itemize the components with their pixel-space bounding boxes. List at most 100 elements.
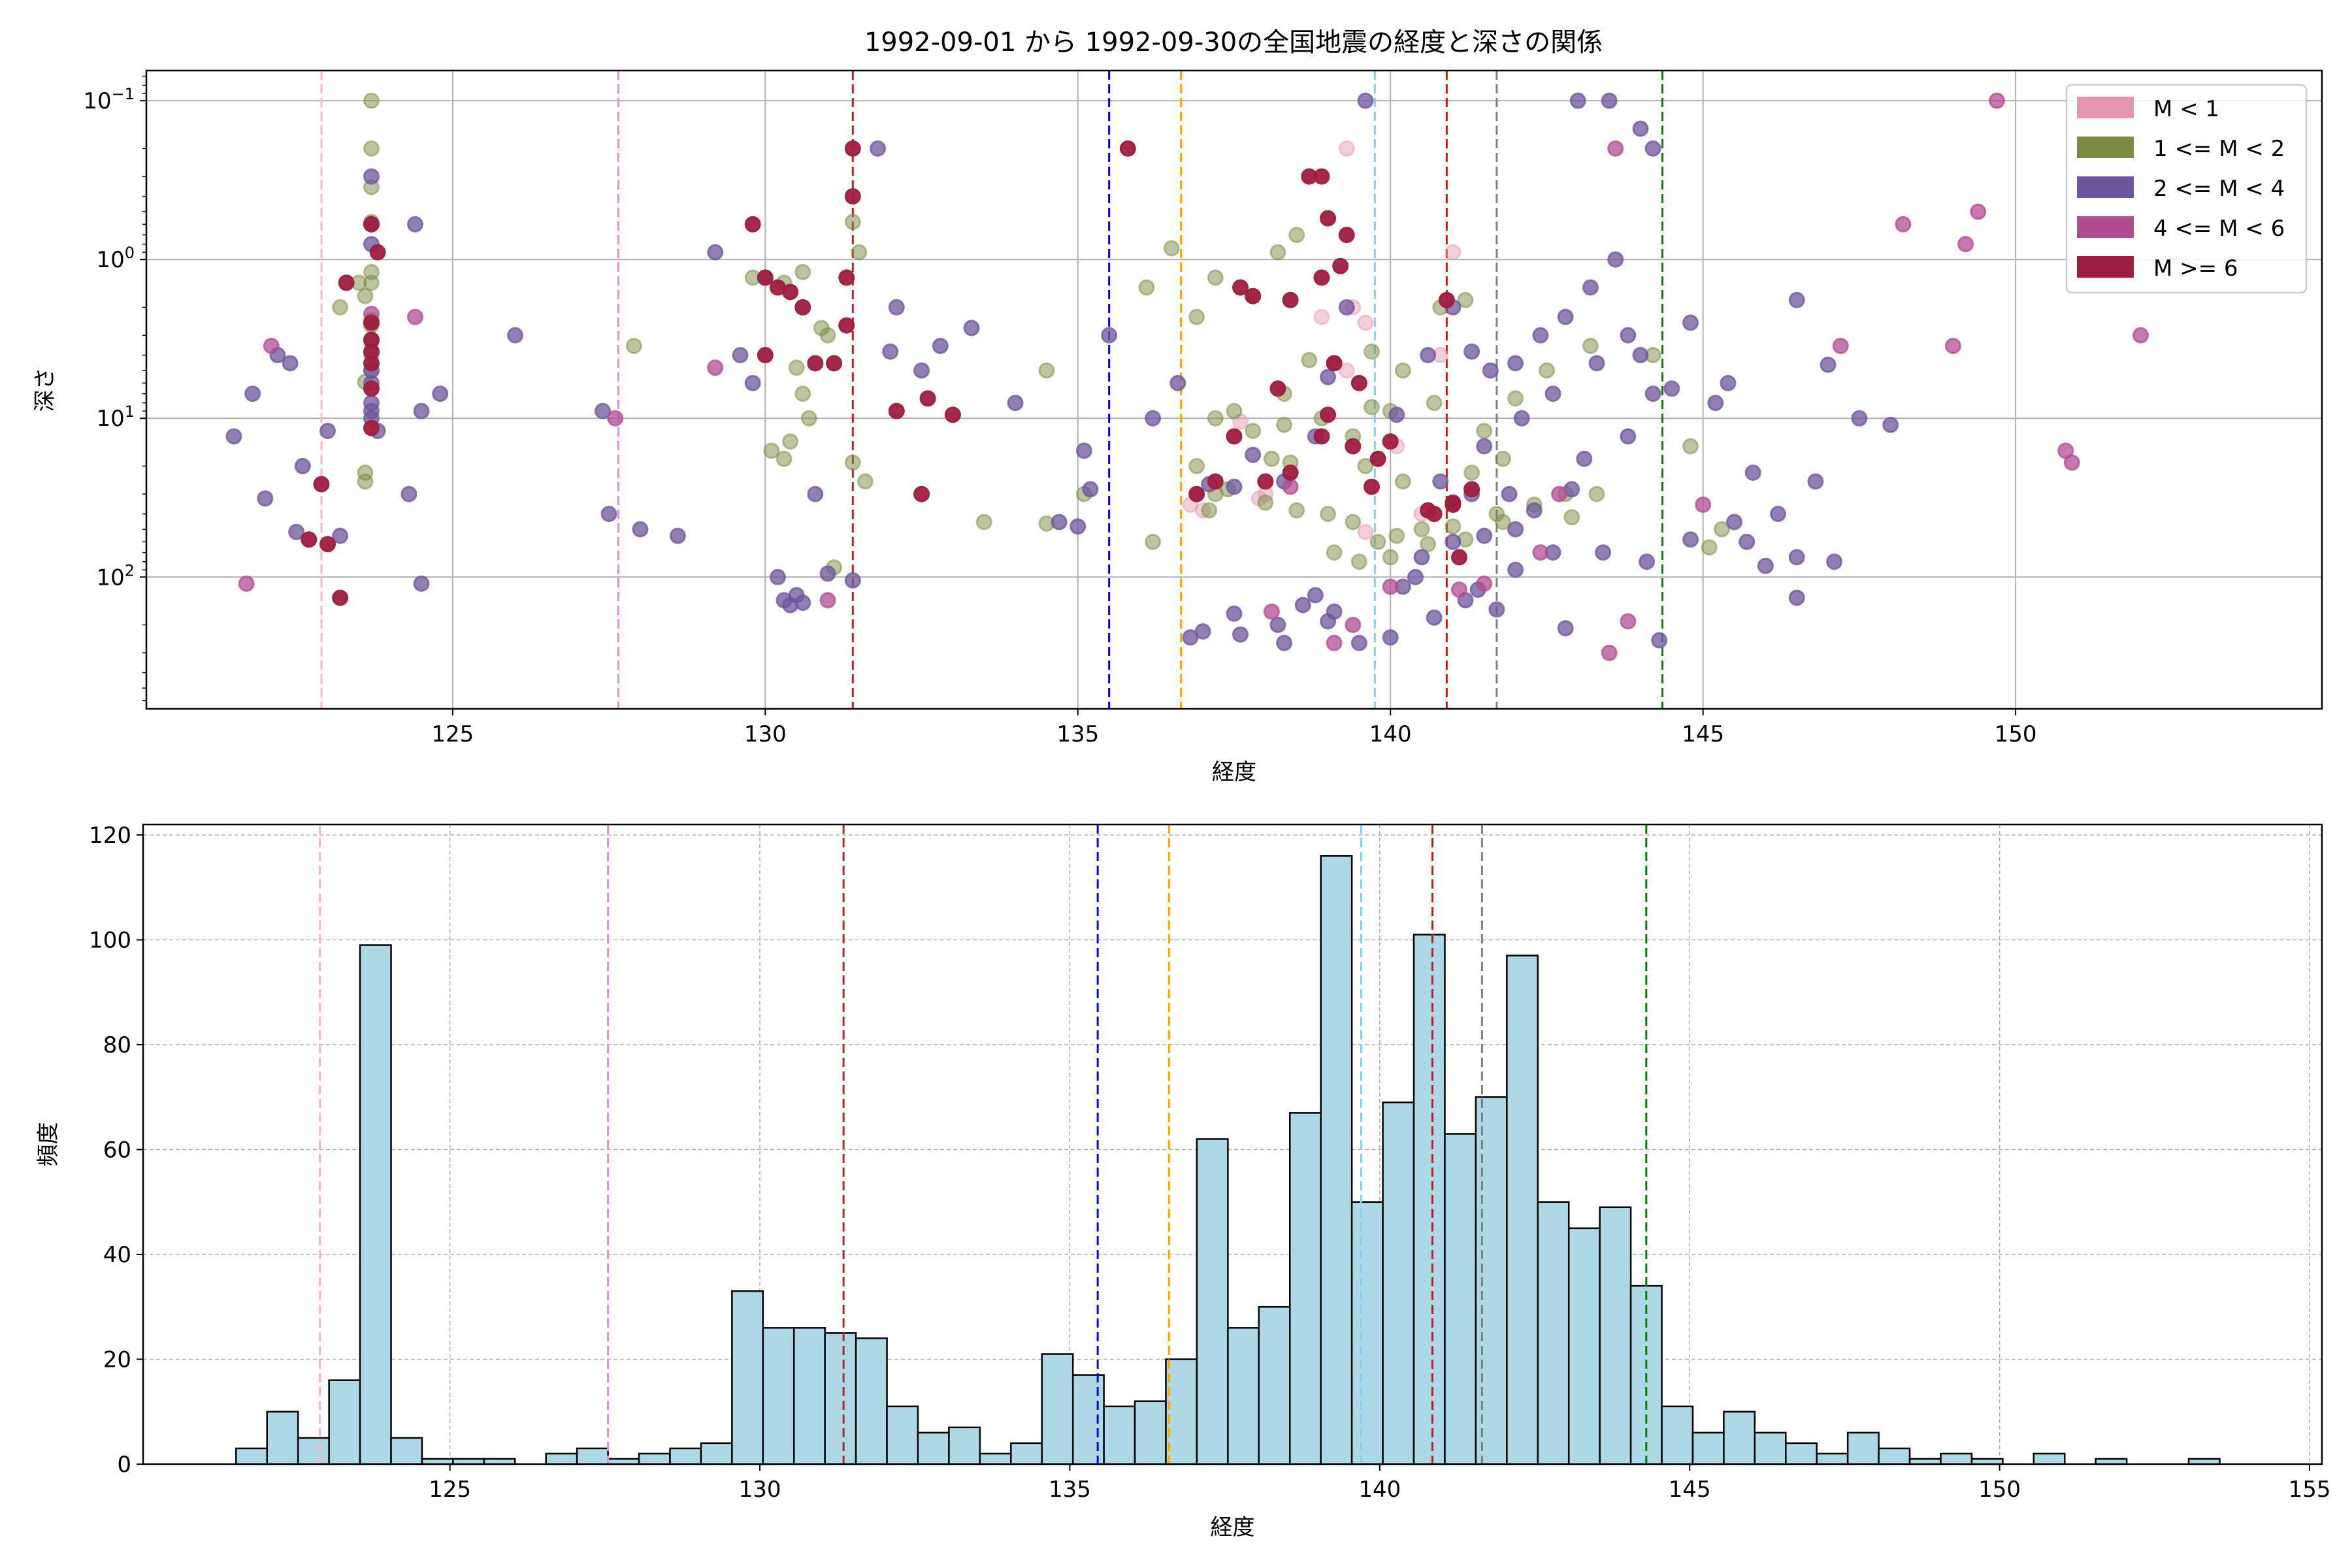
scatter-point	[744, 216, 761, 233]
scatter-point	[1163, 240, 1180, 257]
scatter-point	[2063, 454, 2080, 471]
scatter-y-tick-exponent: 0	[125, 244, 135, 262]
scatter-point	[919, 390, 936, 407]
scatter-point	[1601, 644, 1618, 661]
scatter-point	[632, 521, 649, 538]
histogram-bar	[1691, 1431, 1725, 1465]
scatter-point	[1538, 362, 1555, 379]
scatter-point	[844, 214, 861, 231]
scatter-point	[1445, 244, 1462, 261]
scatter-point	[1463, 343, 1480, 360]
scatter-point	[1326, 544, 1343, 561]
histogram-y-ticks: 0 20 40 60 80 100 120	[89, 823, 143, 1478]
scatter-point	[1350, 374, 1367, 391]
scatter-point	[1644, 385, 1661, 402]
scatter-point	[432, 385, 449, 402]
histogram-bar	[1506, 955, 1539, 1465]
scatter-point	[732, 347, 749, 364]
scatter-point	[1476, 575, 1493, 592]
scatter-point	[1770, 506, 1786, 523]
scatter-point	[1482, 362, 1499, 379]
scatter-point	[844, 188, 861, 204]
legend-label: M >= 6	[2153, 255, 2238, 282]
histogram-y-tick-label: 80	[103, 1032, 131, 1058]
scatter-point	[332, 589, 349, 606]
scatter-point	[1682, 438, 1699, 455]
scatter-point	[1288, 227, 1305, 244]
scatter-point	[1207, 473, 1224, 490]
scatter-point	[782, 284, 799, 301]
histogram-bar	[1661, 1405, 1694, 1465]
scatter-point	[1450, 549, 1467, 566]
scatter-point	[1382, 433, 1399, 450]
scatter-point	[1364, 399, 1380, 416]
scatter-point	[1788, 291, 1805, 308]
scatter-point	[332, 527, 349, 544]
histogram-bar	[1475, 1096, 1508, 1465]
scatter-point	[1320, 613, 1337, 630]
scatter-axes-frame	[145, 69, 2323, 710]
scatter-point	[1388, 527, 1405, 544]
histogram-plot: 125 130 135 140 145 150 155 0 20 40 60 80 100 120 経度…	[35, 823, 2330, 1541]
scatter-point	[1188, 308, 1205, 325]
scatter-x-tick-label: 140	[1369, 721, 1412, 747]
scatter-point	[1682, 314, 1699, 331]
scatter-point	[1432, 473, 1449, 490]
histogram-x-axis-label: 経度	[1211, 1514, 1255, 1541]
histogram-bar	[1041, 1353, 1074, 1465]
scatter-point	[1970, 203, 1987, 220]
scatter-point	[1388, 406, 1405, 423]
scatter-point	[1544, 385, 1561, 402]
histogram-bar	[2033, 1452, 2066, 1465]
scatter-point	[1326, 634, 1343, 651]
scatter-point	[363, 355, 380, 372]
histogram-bar	[1537, 1201, 1570, 1465]
scatter-point	[1276, 634, 1293, 651]
histogram-bar	[235, 1447, 269, 1465]
histogram-x-tick-label: 130	[739, 1477, 781, 1503]
scatter-point	[1595, 544, 1612, 561]
scatter-point	[2132, 327, 2149, 344]
histogram-bar	[1258, 1306, 1291, 1465]
scatter-point	[669, 527, 686, 544]
legend-label: 2 <= M < 4	[2153, 176, 2285, 202]
scatter-point	[819, 592, 836, 609]
histogram-bar	[359, 944, 392, 1465]
scatter-points	[225, 92, 2149, 661]
scatter-point	[406, 216, 423, 233]
scatter-point	[838, 269, 855, 286]
histogram-bar	[1350, 1201, 1384, 1465]
scatter-point	[1382, 578, 1399, 595]
scatter-point	[1313, 269, 1330, 286]
legend-swatch	[2077, 176, 2134, 198]
scatter-point	[975, 514, 992, 531]
scatter-point	[607, 410, 624, 427]
histogram-bar	[762, 1327, 795, 1465]
scatter-point	[1988, 92, 2005, 109]
scatter-point	[1232, 279, 1249, 296]
histogram-bar	[1289, 1112, 1322, 1465]
scatter-point	[844, 454, 861, 471]
scatter-point	[1226, 478, 1243, 495]
scatter-point	[1313, 308, 1330, 325]
histogram-bar	[576, 1447, 609, 1465]
scatter-point	[1082, 481, 1099, 498]
scatter-point	[1682, 531, 1699, 548]
scatter-point	[1394, 362, 1411, 379]
histogram-x-tick-label: 155	[2289, 1477, 2331, 1503]
scatter-point	[1394, 473, 1411, 490]
scatter-point	[888, 299, 905, 316]
scatter-point	[1576, 450, 1593, 467]
scatter-point	[1532, 327, 1549, 344]
scatter-point	[1607, 251, 1624, 268]
scatter-point	[1445, 518, 1462, 535]
scatter-point	[1320, 406, 1337, 423]
scatter-point	[800, 410, 817, 427]
histogram-bar	[1134, 1400, 1167, 1465]
scatter-point	[600, 506, 617, 523]
scatter-point	[1364, 478, 1380, 495]
histogram-bar	[545, 1452, 578, 1465]
